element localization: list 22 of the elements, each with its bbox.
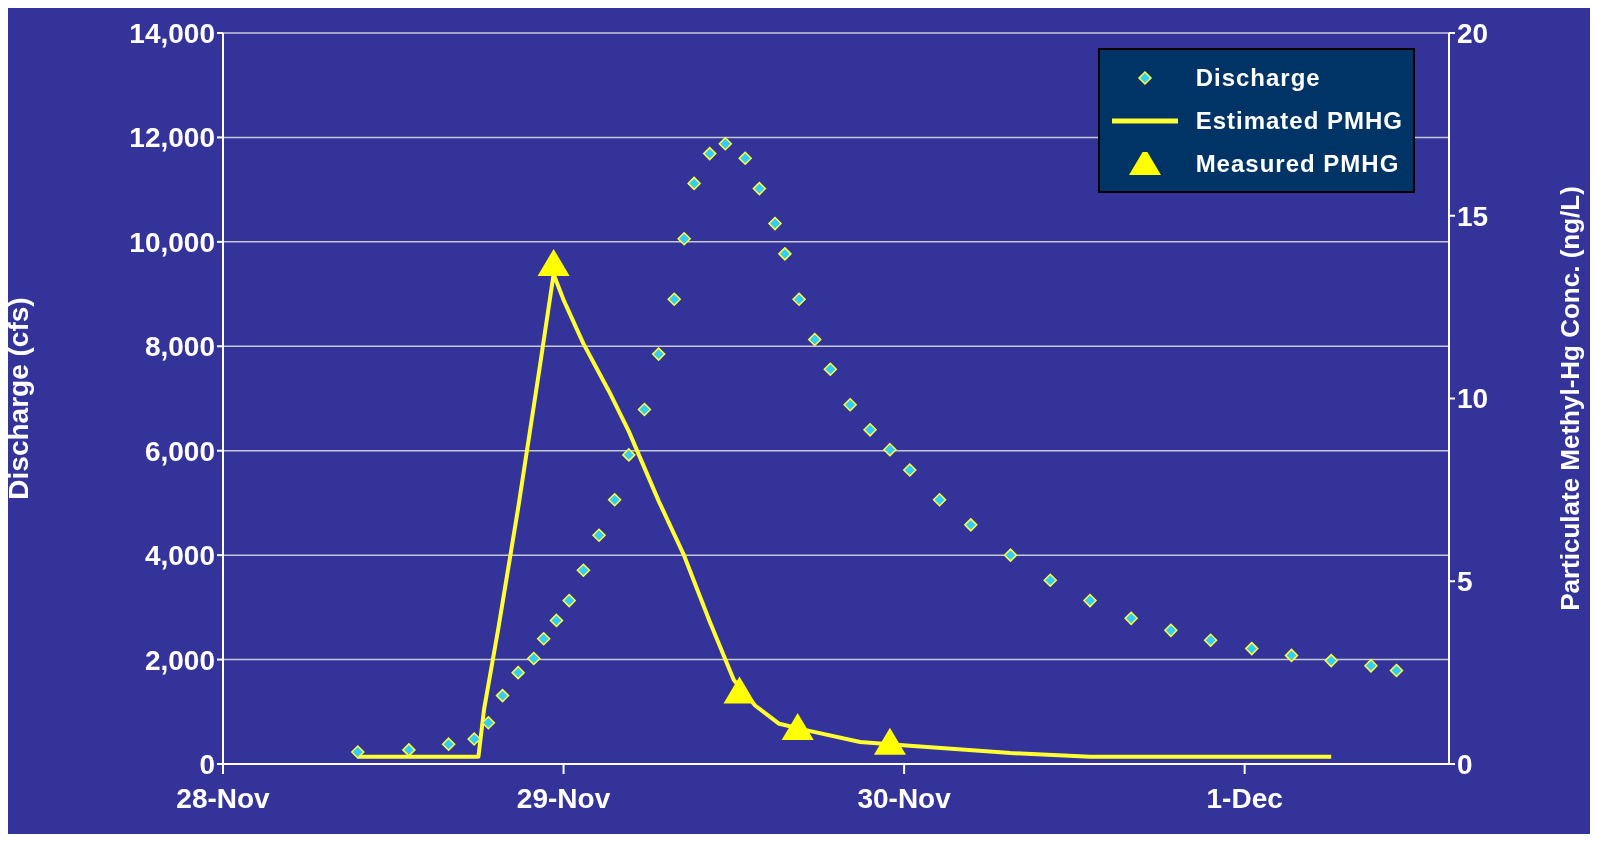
y-tick-label: 12,000 xyxy=(129,122,215,154)
y2-tick-label: 0 xyxy=(1457,748,1473,780)
y-tick-label: 8,000 xyxy=(144,331,215,363)
y2-axis-title: Particulate Methyl-Hg Conc. (ng/L) xyxy=(1555,186,1586,611)
y-tick-label: 4,000 xyxy=(144,540,215,572)
y-tick-label: 14,000 xyxy=(129,17,215,49)
y-tick-label: 0 xyxy=(199,748,215,780)
y-tick-label: 10,000 xyxy=(129,226,215,258)
legend-label: Measured PMHG xyxy=(1195,149,1400,178)
legend-label: Discharge xyxy=(1195,63,1321,92)
x-tick-label: 28-Nov xyxy=(176,782,271,814)
x-tick-label: 1-Dec xyxy=(1206,782,1283,814)
y-tick-label: 6,000 xyxy=(144,435,215,467)
y2-tick-label: 10 xyxy=(1457,383,1489,415)
y-tick-label: 2,000 xyxy=(144,644,215,676)
y2-tick-label: 20 xyxy=(1457,17,1489,49)
x-tick-label: 30-Nov xyxy=(857,782,952,814)
y2-tick-label: 5 xyxy=(1457,566,1473,598)
x-tick-label: 29-Nov xyxy=(516,782,611,814)
y2-tick-label: 15 xyxy=(1457,200,1489,232)
y-axis-title: Discharge (cfs) xyxy=(2,297,34,500)
legend-label: Estimated PMHG xyxy=(1195,106,1403,135)
